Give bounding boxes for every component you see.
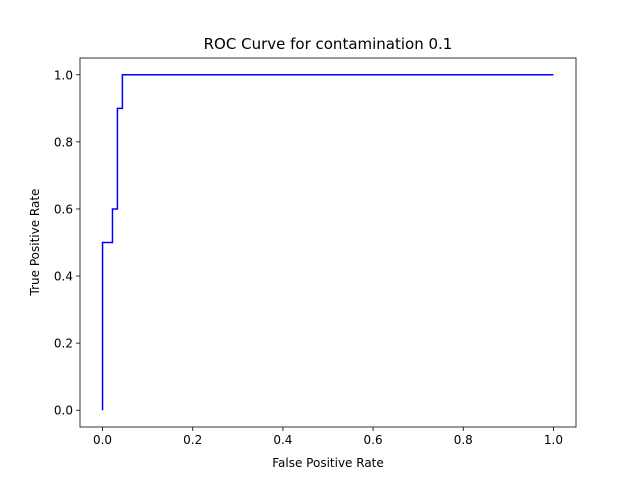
chart-title: ROC Curve for contamination 0.1 xyxy=(204,35,453,53)
x-tick-label-4: 0.8 xyxy=(454,433,473,447)
y-tick-label-4: 0.8 xyxy=(54,135,73,149)
plot-area: 0.0 0.2 0.4 0.6 0.8 1.0 0.0 0.2 0.4 0.6 0.8 1.0 xyxy=(54,57,577,447)
x-tick-label-5: 1.0 xyxy=(544,433,563,447)
y-tick-label-0: 0.0 xyxy=(54,404,73,418)
y-tick-label-2: 0.4 xyxy=(54,270,73,284)
x-tick-label-3: 0.6 xyxy=(364,433,383,447)
plot-frame xyxy=(79,57,577,428)
x-tick-label-0: 0.0 xyxy=(93,433,112,447)
x-tick-label-2: 0.4 xyxy=(273,433,292,447)
y-tick-label-3: 0.6 xyxy=(54,202,73,216)
x-tick-label-1: 0.2 xyxy=(183,433,202,447)
y-tick-label-5: 1.0 xyxy=(54,68,73,82)
y-tick-label-1: 0.2 xyxy=(54,337,73,351)
roc-curve-line-0 xyxy=(101,74,554,411)
x-axis-label: False Positive Rate xyxy=(272,456,384,470)
y-axis-label: True Positive Rate xyxy=(28,189,42,297)
